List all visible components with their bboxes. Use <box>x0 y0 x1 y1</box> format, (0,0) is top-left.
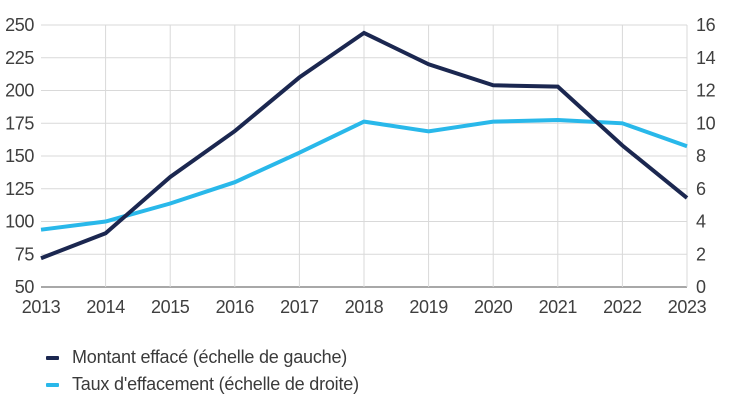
line-chart: 2502252001751501251007550161412108642020… <box>5 15 716 317</box>
x-axis-tick-label: 2016 <box>216 297 255 317</box>
x-axis-tick-label: 2018 <box>345 297 384 317</box>
x-axis-tick-label: 2015 <box>151 297 190 317</box>
right-axis-tick-label: 14 <box>696 48 716 68</box>
legend-label-taux-effacement: Taux d'effacement (échelle de droite) <box>72 374 359 394</box>
left-axis-tick-label: 150 <box>5 146 34 166</box>
x-axis-tick-label: 2017 <box>280 297 319 317</box>
legend-label-montant-efface: Montant effacé (échelle de gauche) <box>72 347 348 367</box>
x-axis-tick-label: 2021 <box>539 297 578 317</box>
x-axis-tick-label: 2013 <box>22 297 61 317</box>
chart-legend: Montant effacé (échelle de gauche) Taux … <box>46 344 730 398</box>
right-axis-tick-label: 0 <box>696 277 706 297</box>
right-axis-tick-label: 10 <box>696 113 716 133</box>
left-axis-tick-label: 175 <box>5 113 34 133</box>
x-axis-tick-label: 2022 <box>603 297 642 317</box>
x-axis-tick-label: 2014 <box>86 297 125 317</box>
x-axis-tick-label: 2020 <box>474 297 513 317</box>
x-axis-tick-label: 2019 <box>409 297 448 317</box>
right-axis-tick-label: 8 <box>696 146 706 166</box>
legend-dash-navy-icon <box>46 355 59 360</box>
left-axis-tick-label: 225 <box>5 48 34 68</box>
left-axis-tick-label: 125 <box>5 179 34 199</box>
left-axis-tick-label: 100 <box>5 212 34 232</box>
left-axis-tick-label: 75 <box>15 244 35 264</box>
right-axis-tick-label: 2 <box>696 244 706 264</box>
left-axis-tick-label: 250 <box>5 15 34 35</box>
legend-item-taux-effacement: Taux d'effacement (échelle de droite) <box>46 371 730 398</box>
left-axis-tick-label: 200 <box>5 81 34 101</box>
legend-item-montant-efface: Montant effacé (échelle de gauche) <box>46 344 730 371</box>
right-axis-tick-label: 12 <box>696 81 716 101</box>
right-axis-tick-label: 6 <box>696 179 706 199</box>
left-axis-tick-label: 50 <box>15 277 35 297</box>
series-line-right <box>40 117 688 232</box>
legend-dash-cyan-icon <box>46 382 59 387</box>
series-line-left <box>40 30 689 261</box>
right-axis-tick-label: 4 <box>696 212 706 232</box>
right-axis-tick-label: 16 <box>696 15 716 35</box>
x-axis-tick-label: 2023 <box>668 297 707 317</box>
